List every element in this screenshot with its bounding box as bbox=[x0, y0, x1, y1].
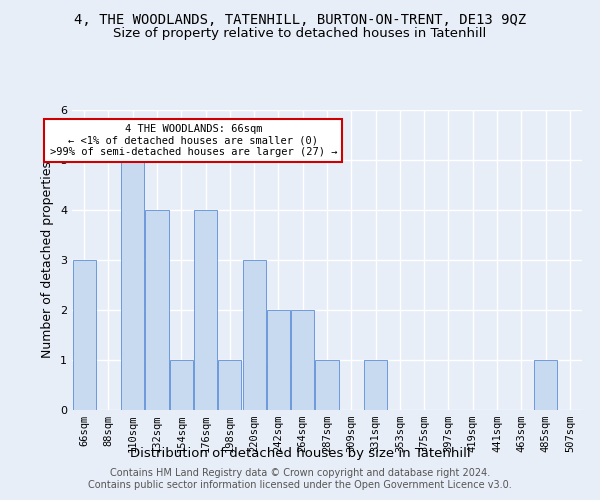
Text: Size of property relative to detached houses in Tatenhill: Size of property relative to detached ho… bbox=[113, 28, 487, 40]
Bar bbox=[218, 360, 241, 410]
Bar bbox=[121, 160, 144, 410]
Text: Contains HM Land Registry data © Crown copyright and database right 2024.
Contai: Contains HM Land Registry data © Crown c… bbox=[88, 468, 512, 490]
Bar bbox=[170, 360, 193, 410]
Bar bbox=[73, 260, 95, 410]
Text: Distribution of detached houses by size in Tatenhill: Distribution of detached houses by size … bbox=[130, 448, 470, 460]
Bar bbox=[316, 360, 338, 410]
Bar bbox=[267, 310, 290, 410]
Bar bbox=[242, 260, 266, 410]
Bar bbox=[194, 210, 217, 410]
Bar bbox=[364, 360, 387, 410]
Bar bbox=[145, 210, 169, 410]
Text: 4, THE WOODLANDS, TATENHILL, BURTON-ON-TRENT, DE13 9QZ: 4, THE WOODLANDS, TATENHILL, BURTON-ON-T… bbox=[74, 12, 526, 26]
Bar bbox=[534, 360, 557, 410]
Bar bbox=[291, 310, 314, 410]
Text: 4 THE WOODLANDS: 66sqm
← <1% of detached houses are smaller (0)
>99% of semi-det: 4 THE WOODLANDS: 66sqm ← <1% of detached… bbox=[50, 124, 337, 157]
Y-axis label: Number of detached properties: Number of detached properties bbox=[41, 162, 55, 358]
